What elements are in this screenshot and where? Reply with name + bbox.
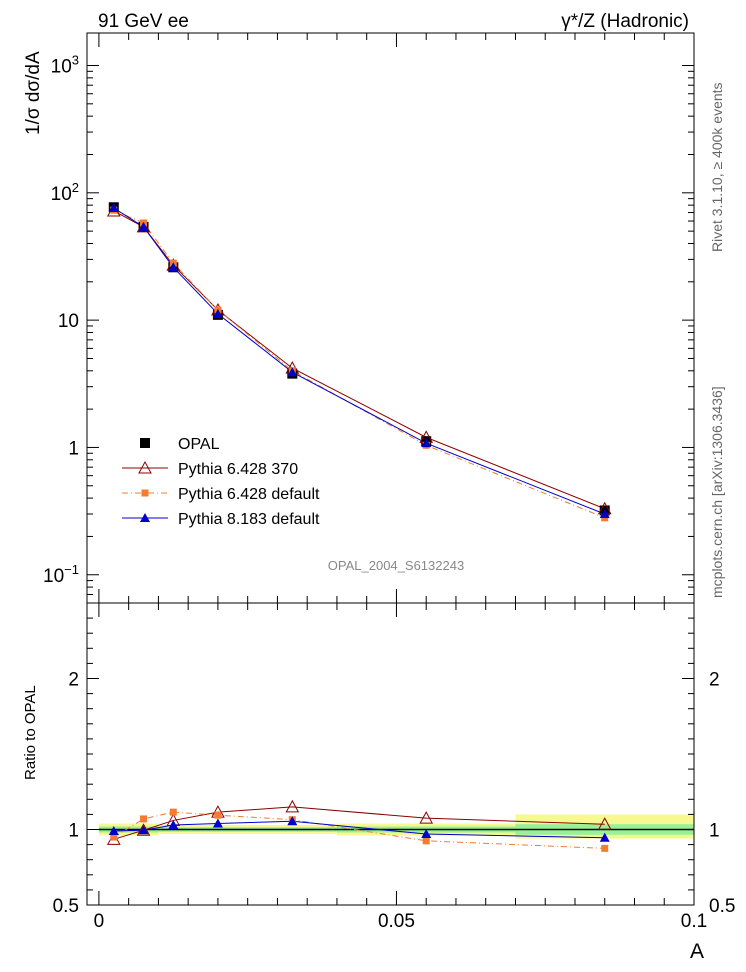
legend-label: OPAL [178, 436, 220, 453]
main-data-point [108, 202, 119, 212]
legend-marker [140, 513, 150, 522]
ratio-data-point [421, 829, 432, 839]
legend-item: OPAL [140, 436, 220, 453]
x-axis-label: A [690, 940, 704, 963]
legend-item: Pythia 6.428 370 [122, 460, 298, 478]
ratio-data-point [599, 832, 610, 842]
main-y-tick-label: 10−1 [43, 562, 79, 587]
x-tick-label: 0.05 [378, 911, 415, 932]
legend: OPAL Pythia 6.428 370 Pythia 6.428 default… [122, 436, 320, 528]
ratio-data-point [285, 799, 300, 813]
ratio-y-tick-label: 1 [68, 821, 79, 842]
ratio-y-tick-label: 2 [68, 670, 79, 691]
legend-marker [138, 460, 152, 474]
ratio-data-point [422, 837, 430, 845]
x-tick-label: 0 [94, 911, 105, 932]
ratio-data-point [138, 825, 149, 835]
main-y-ticks: 10−1 1 10 102 103 [43, 52, 694, 604]
main-y-tick-label: 1 [68, 438, 79, 459]
header-right: γ*/Z (Hadronic) [561, 11, 689, 32]
legend-marker [140, 438, 150, 448]
main-data-point [599, 509, 610, 519]
legend-label: Pythia 8.183 default [178, 511, 320, 528]
ratio-data-point [212, 818, 223, 828]
ratio-y-tick-label-right: 1 [709, 821, 720, 842]
legend-item: Pythia 8.183 default [122, 511, 320, 528]
x-tick-label: 0.1 [681, 911, 707, 932]
ratio-y-ticks: 0.5 0.5 1 1 2 2 [53, 602, 735, 917]
ratio-data-point [108, 826, 119, 836]
main-y-axis-label: 1/σ dσ/dA [23, 51, 44, 135]
legend-marker [141, 489, 149, 497]
ratio-data-point [419, 811, 434, 824]
main-x-ticks [98, 33, 695, 603]
ratio-data-point [136, 823, 151, 836]
legend-label: Pythia 6.428 370 [178, 461, 298, 478]
ratio-data-point [601, 844, 609, 852]
ratio-y-tick-label: 0.5 [53, 896, 79, 917]
ratio-data-point [110, 833, 118, 841]
legend-label: Pythia 6.428 default [178, 486, 320, 503]
ratio-y-tick-label-right: 0.5 [709, 896, 735, 917]
main-data-point [287, 367, 298, 377]
ratio-data-point [140, 815, 148, 823]
ratio-data-point [169, 808, 177, 816]
analysis-id-label: OPAL_2004_S6132243 [328, 558, 464, 573]
ratio-y-axis-label: Ratio to OPAL [22, 685, 39, 780]
ratio-data-point [214, 811, 222, 819]
main-data-point [138, 221, 149, 231]
header-left: 91 GeV ee [98, 11, 189, 32]
main-data-point [212, 308, 223, 318]
main-plot-panel: 10−1 1 10 102 103 1/σ dσ/dA OPAL_2004_S61322… [23, 32, 695, 604]
ratio-plot-panel: 0.5 0.5 1 1 2 2 0 0.05 0.1 Ratio to OPAL A [22, 602, 735, 963]
ratio-data-point [168, 819, 179, 829]
ratio-frame [86, 602, 695, 906]
legend-item: Pythia 6.428 default [122, 486, 320, 503]
main-y-tick-label: 103 [51, 52, 79, 77]
main-y-tick-label: 102 [51, 180, 79, 205]
main-data-point [421, 438, 432, 448]
ratio-series-layer [106, 799, 612, 852]
rivet-version-label: Rivet 3.1.10, ≥ 400k events [709, 82, 725, 252]
main-series-layer [106, 202, 612, 522]
main-data-point [168, 262, 179, 272]
ratio-y-tick-label-right: 2 [709, 670, 720, 691]
ratio-data-point [287, 816, 298, 826]
ratio-data-point [597, 817, 612, 830]
main-y-tick-label: 10 [58, 311, 79, 332]
mcplots-label: mcplots.cern.ch [arXiv:1306.3436] [709, 386, 725, 598]
ratio-x-ticks: 0 0.05 0.1 [94, 603, 707, 932]
